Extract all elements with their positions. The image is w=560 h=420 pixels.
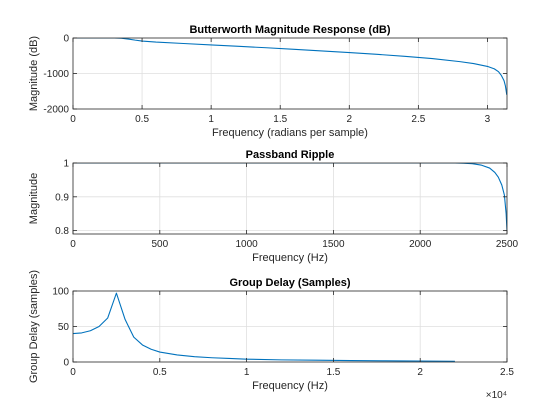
axes-box-2 xyxy=(72,162,508,235)
x-axis-label-3: Frequency (Hz) xyxy=(252,380,328,392)
subplot-3: 0 0.5 1 1.5 2 2.5 0 50 100 Group Delay (Samples) F… xyxy=(28,270,514,401)
x-tick-label-2-5: 2500 xyxy=(496,239,519,250)
x-exponent-label-3: ×10⁴ xyxy=(486,390,507,401)
plot-title-1: Butterworth Magnitude Response (dB) xyxy=(189,24,390,36)
y-tick-label-1-0: -2000 xyxy=(43,105,69,116)
subplot-2: 0 500 1000 1500 2000 2500 0.8 0.9 1 Passband Ripp… xyxy=(28,149,519,264)
x-tick-label-1-3: 1.5 xyxy=(273,114,287,125)
x-tick-label-3-3: 1.5 xyxy=(326,367,340,378)
x-tick-label-3-1: 0.5 xyxy=(153,367,167,378)
subplot-1: 0 0.5 1 1.5 2 2.5 3 -2000 -1000 0 Butterworth Magn… xyxy=(28,24,508,139)
series-line-1-1 xyxy=(73,38,507,95)
x-tick-label-1-1: 0.5 xyxy=(135,114,149,125)
y-tick-label-2-1: 0.9 xyxy=(55,192,69,203)
x-tick-label-2-1: 500 xyxy=(151,239,168,250)
x-axis-label-2: Frequency (Hz) xyxy=(252,252,328,264)
x-tick-label-2-4: 2000 xyxy=(409,239,432,250)
y-tick-label-1-2: 0 xyxy=(63,34,69,45)
series-line-2-1 xyxy=(73,163,507,231)
x-tick-label-3-5: 2.5 xyxy=(500,367,514,378)
x-tick-label-1-2: 1 xyxy=(208,114,214,125)
x-tick-label-2-0: 0 xyxy=(70,239,76,250)
y-axis-label-2: Magnitude xyxy=(28,173,40,224)
y-tick-label-3-1: 50 xyxy=(58,322,70,333)
x-tick-label-3-2: 1 xyxy=(244,367,250,378)
y-axis-label-1: Magnitude (dB) xyxy=(28,36,40,111)
y-tick-label-2-0: 0.8 xyxy=(55,226,69,237)
x-tick-label-1-5: 2.5 xyxy=(411,114,425,125)
x-tick-label-1-4: 2 xyxy=(347,114,353,125)
x-tick-label-1-6: 3 xyxy=(485,114,491,125)
x-tick-label-1-0: 0 xyxy=(70,114,76,125)
plot-title-2: Passband Ripple xyxy=(246,149,335,161)
x-tick-label-2-3: 1500 xyxy=(322,239,345,250)
y-tick-label-2-2: 1 xyxy=(63,159,69,170)
x-axis-label-1: Frequency (radians per sample) xyxy=(212,127,368,139)
x-tick-label-3-4: 2 xyxy=(417,367,423,378)
plot-title-3: Group Delay (Samples) xyxy=(229,277,350,289)
y-axis-label-3: Group Delay (samples) xyxy=(28,270,40,383)
y-tick-label-1-1: -1000 xyxy=(43,69,69,80)
plot-area-2 xyxy=(73,163,507,234)
x-tick-label-3-0: 0 xyxy=(70,367,76,378)
y-tick-label-3-2: 100 xyxy=(52,287,69,298)
y-tick-label-3-0: 0 xyxy=(63,358,69,369)
x-tick-label-2-2: 1000 xyxy=(235,239,258,250)
